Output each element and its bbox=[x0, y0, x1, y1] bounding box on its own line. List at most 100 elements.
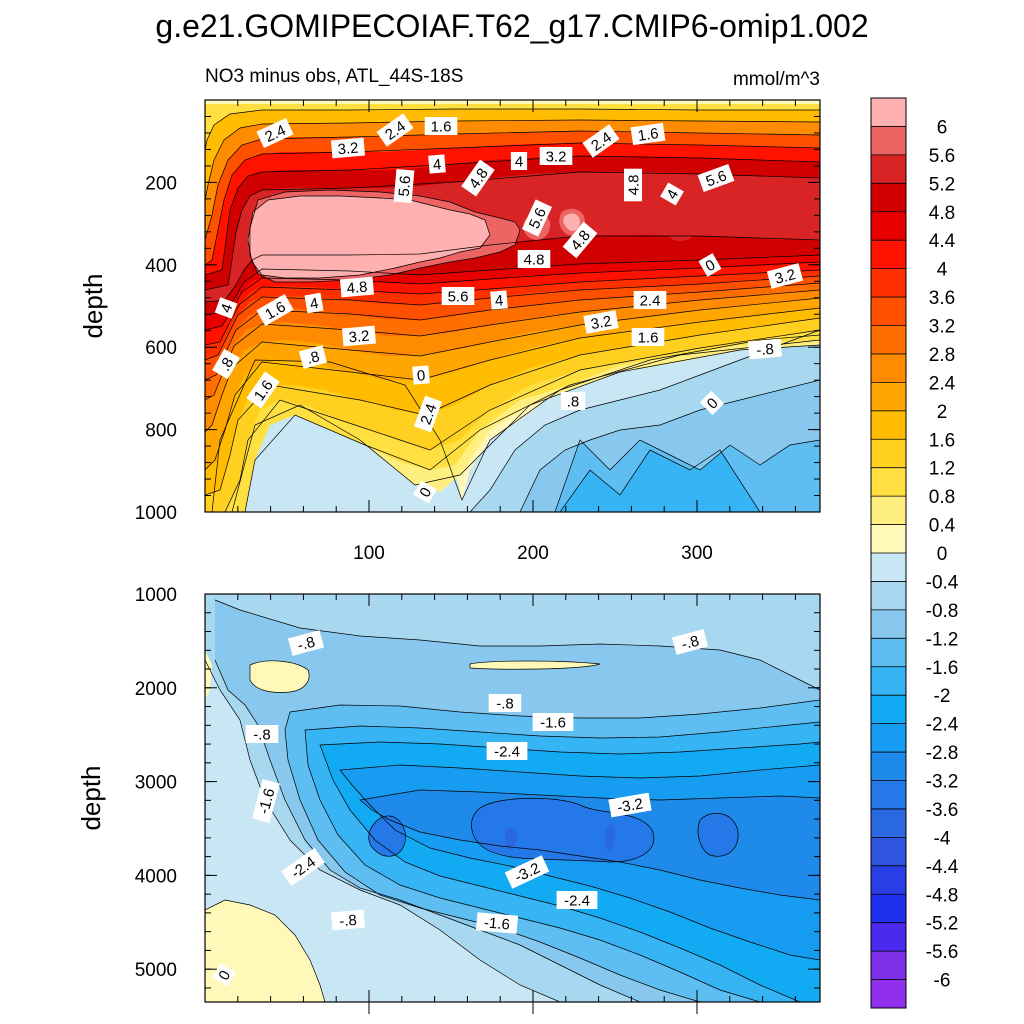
contour-label-box bbox=[490, 290, 508, 310]
contour-label: -.8 bbox=[488, 694, 522, 713]
contour-label-text: 3.2 bbox=[589, 313, 612, 333]
colorbar-level-label: -1.6 bbox=[926, 658, 959, 679]
contour-label-box bbox=[287, 630, 325, 656]
contour-label-box bbox=[281, 847, 325, 887]
contour-line bbox=[368, 815, 406, 857]
colorbar-swatch bbox=[871, 638, 906, 668]
chart-title: g.e21.GOMIPECOIAF.T62_g17.CMIP6-omip1.00… bbox=[155, 8, 868, 44]
colorbar-swatch bbox=[871, 154, 906, 184]
contour-label-box bbox=[246, 371, 280, 409]
upper-band-surface bbox=[205, 100, 820, 104]
contour-label: .8 bbox=[212, 348, 240, 380]
contour-line bbox=[319, 741, 820, 1002]
contour-line bbox=[231, 344, 820, 512]
colorbar-swatch bbox=[871, 979, 906, 1009]
contour-label-box bbox=[412, 365, 430, 385]
contour-label-box bbox=[256, 294, 294, 326]
lower-plot-frame bbox=[204, 593, 821, 1003]
contour-label-text: -.8 bbox=[496, 696, 514, 713]
upper-band-shallow-0.8 bbox=[205, 100, 820, 150]
contour-label-box bbox=[441, 287, 475, 305]
contour-label-text: 1.6 bbox=[638, 330, 659, 347]
y-tick-label: 4000 bbox=[135, 866, 177, 887]
colorbar-level-label: -5.6 bbox=[926, 942, 959, 963]
y-tick-label: 200 bbox=[145, 173, 177, 194]
contour-label-text: 5.6 bbox=[396, 175, 415, 197]
contour-label-text: 4 bbox=[432, 156, 442, 174]
contour-label-text: -2.4 bbox=[564, 893, 590, 910]
contour-label: 1.6 bbox=[424, 117, 458, 136]
contour-label-text: -.8 bbox=[756, 341, 775, 359]
contour-label-text: -.8 bbox=[253, 727, 271, 744]
contour-label-text: 3.2 bbox=[348, 328, 370, 347]
lower-patch-0-c bbox=[205, 900, 325, 1002]
colorbar-swatch bbox=[871, 581, 906, 611]
contour-line bbox=[471, 797, 655, 863]
contour-label: -3.2 bbox=[608, 792, 652, 818]
colorbar-level-label: -2 bbox=[934, 686, 951, 707]
contour-label-box bbox=[330, 137, 366, 159]
contour-line bbox=[469, 660, 601, 670]
contour-label-box bbox=[521, 199, 553, 237]
contour-label: 3.2 bbox=[766, 263, 804, 289]
contour-label: -2.4 bbox=[486, 742, 528, 761]
upper-core-6 bbox=[248, 196, 490, 278]
colorbar-swatch bbox=[871, 240, 906, 270]
contour-label-box bbox=[631, 328, 665, 346]
contour-label-box bbox=[413, 480, 437, 504]
contour-label: -1.6 bbox=[532, 713, 574, 732]
contour-label-text: .8 bbox=[567, 394, 580, 411]
contour-line bbox=[214, 599, 820, 691]
contour-label: -.8 bbox=[287, 630, 325, 656]
contour-label: 3.2 bbox=[330, 137, 366, 159]
contour-label: 2.4 bbox=[633, 291, 667, 310]
y-tick-label: 1000 bbox=[135, 585, 177, 606]
upper-cell-e-5.2 bbox=[661, 202, 699, 241]
contour-label-text: 5.6 bbox=[704, 167, 729, 190]
contour-labels: 2.43.22.4 1.644.84 3.22.4 1.65.6 4.8 45.65.64… bbox=[212, 113, 804, 987]
contour-line bbox=[697, 812, 739, 857]
contour-label-box bbox=[298, 345, 328, 369]
panel-subtitle: NO3 minus obs, ATL_44S-18S bbox=[205, 66, 463, 87]
contour-line bbox=[214, 659, 641, 1002]
contour-label-box bbox=[630, 122, 666, 146]
contour-label-text: 4.8 bbox=[524, 252, 545, 269]
lower-cell-b--4 bbox=[505, 828, 518, 849]
contour-label-box bbox=[517, 250, 551, 268]
contour-label: 1.6 bbox=[631, 328, 665, 347]
upper-band-shallow-2.4 bbox=[205, 100, 820, 240]
contour-label: 4 bbox=[304, 292, 324, 314]
colorbar-swatch bbox=[871, 837, 906, 867]
contour-label: 3.2 bbox=[341, 325, 377, 347]
contour-label: 4.8 bbox=[624, 168, 643, 202]
lower-patch-0-a bbox=[250, 660, 310, 693]
contour-line bbox=[205, 317, 820, 496]
colorbar-swatch bbox=[871, 780, 906, 810]
contour-label-text: 1.6 bbox=[637, 125, 660, 145]
colorbar-swatch bbox=[871, 353, 906, 383]
contour-label: 3.2 bbox=[539, 147, 573, 166]
contour-label-box bbox=[633, 291, 667, 309]
contour-label: 0 bbox=[413, 480, 437, 504]
contour-label-box bbox=[488, 694, 522, 712]
colorbar-level-label: -2.4 bbox=[926, 715, 959, 736]
contour-label: 4 bbox=[490, 290, 508, 310]
colorbar-swatch bbox=[871, 325, 906, 355]
contour-label-box bbox=[486, 742, 528, 760]
y-tick-label: 400 bbox=[145, 256, 177, 277]
units-label: mmol/m^3 bbox=[733, 69, 820, 90]
contour-line bbox=[205, 171, 820, 291]
contour-label: 4 bbox=[510, 152, 528, 171]
colorbar-level-label: -4.4 bbox=[926, 857, 959, 878]
colorbar-level-label: -0.4 bbox=[926, 572, 959, 593]
colorbar-level-label: -3.6 bbox=[926, 800, 959, 821]
contour-label-text: 5.6 bbox=[448, 289, 469, 306]
contour-label-box bbox=[583, 310, 619, 334]
contour-label-box bbox=[376, 113, 414, 147]
colorbar-level-label: 3.2 bbox=[929, 317, 955, 338]
contour-label-box bbox=[504, 855, 550, 889]
contour-label: 0 bbox=[412, 365, 430, 385]
lower-patch-0-b bbox=[470, 661, 600, 670]
contour-label-text: -.8 bbox=[680, 632, 701, 653]
contour-line bbox=[205, 659, 561, 1002]
